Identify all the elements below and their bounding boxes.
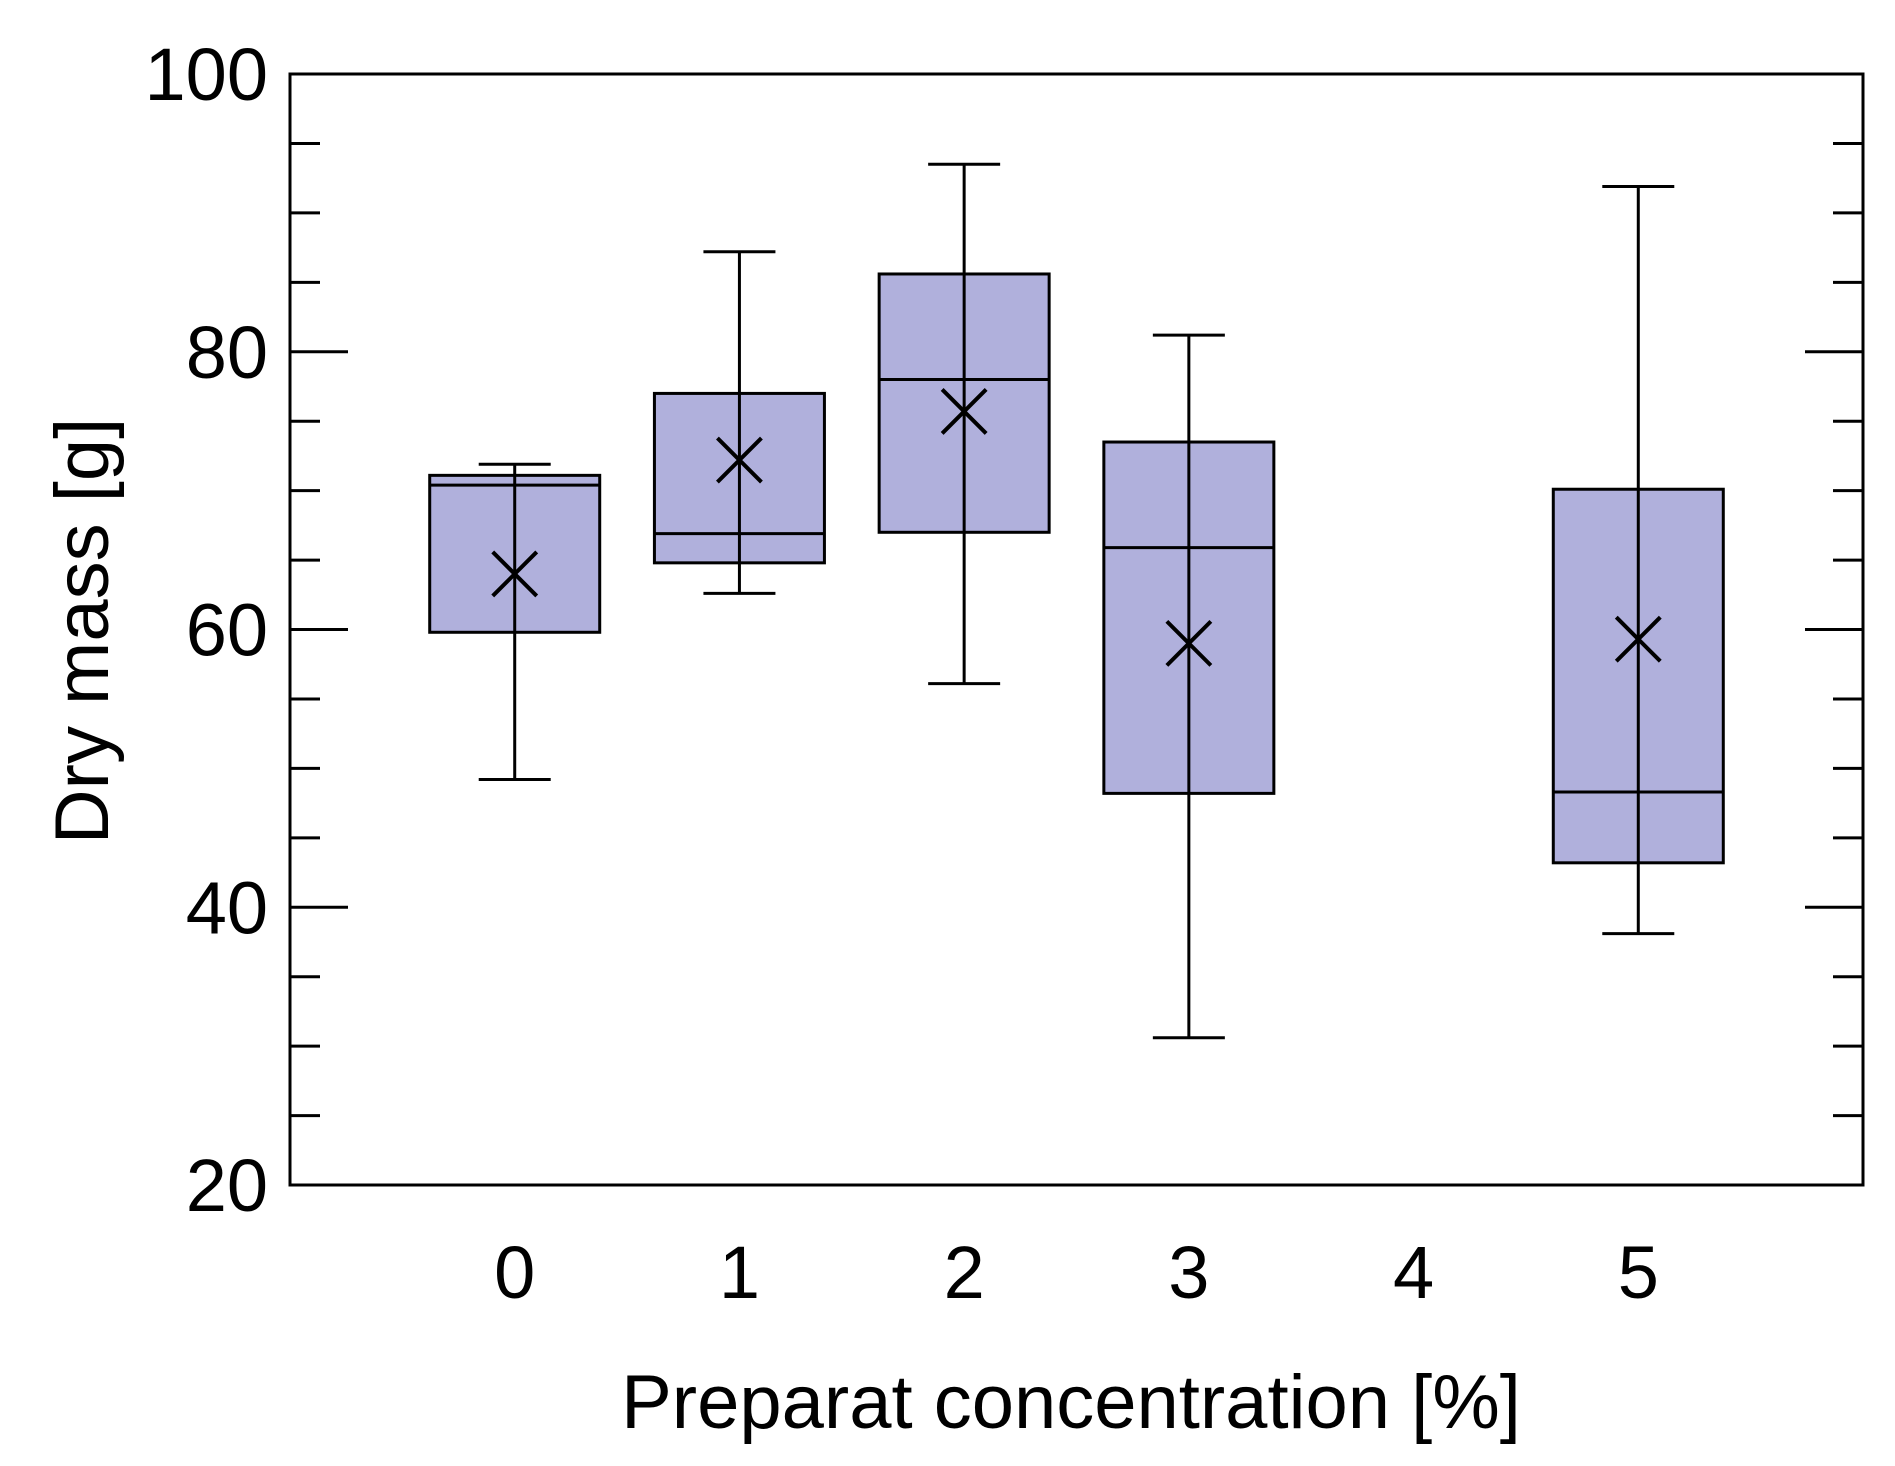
x-tick-label-1: 1: [719, 1231, 760, 1314]
box-group-2: [877, 162, 1051, 686]
y-tick-label-60: 60: [186, 589, 268, 672]
axis-layer: 20 40 60 80 100 0 1 2 3 4 5: [145, 33, 1865, 1314]
box-group-1: [652, 250, 826, 595]
x-tick-label-4: 4: [1393, 1231, 1434, 1314]
y-axis-title: Dry mass [g]: [40, 418, 125, 845]
y-tick-label-80: 80: [186, 311, 268, 394]
y-tick-label-20: 20: [186, 1144, 268, 1227]
mean-marker-0: [491, 550, 539, 598]
y-tick-label-40: 40: [186, 866, 268, 949]
mean-marker-3: [1165, 619, 1213, 667]
mean-marker-5: [1614, 615, 1662, 663]
x-tick-label-2: 2: [944, 1231, 985, 1314]
box-group-3: [1102, 333, 1276, 1040]
x-tick-label-5: 5: [1618, 1231, 1659, 1314]
x-tick-label-0: 0: [494, 1231, 535, 1314]
x-axis-title: Preparat concentration [%]: [621, 1360, 1521, 1445]
boxes-layer: [428, 162, 1725, 1040]
mean-marker-1: [716, 436, 763, 484]
y-tick-label-100: 100: [145, 33, 268, 116]
x-tick-label-3: 3: [1168, 1231, 1209, 1314]
box-group-0: [428, 462, 602, 781]
box-group-5: [1551, 184, 1725, 936]
mean-marker-2: [940, 388, 988, 435]
